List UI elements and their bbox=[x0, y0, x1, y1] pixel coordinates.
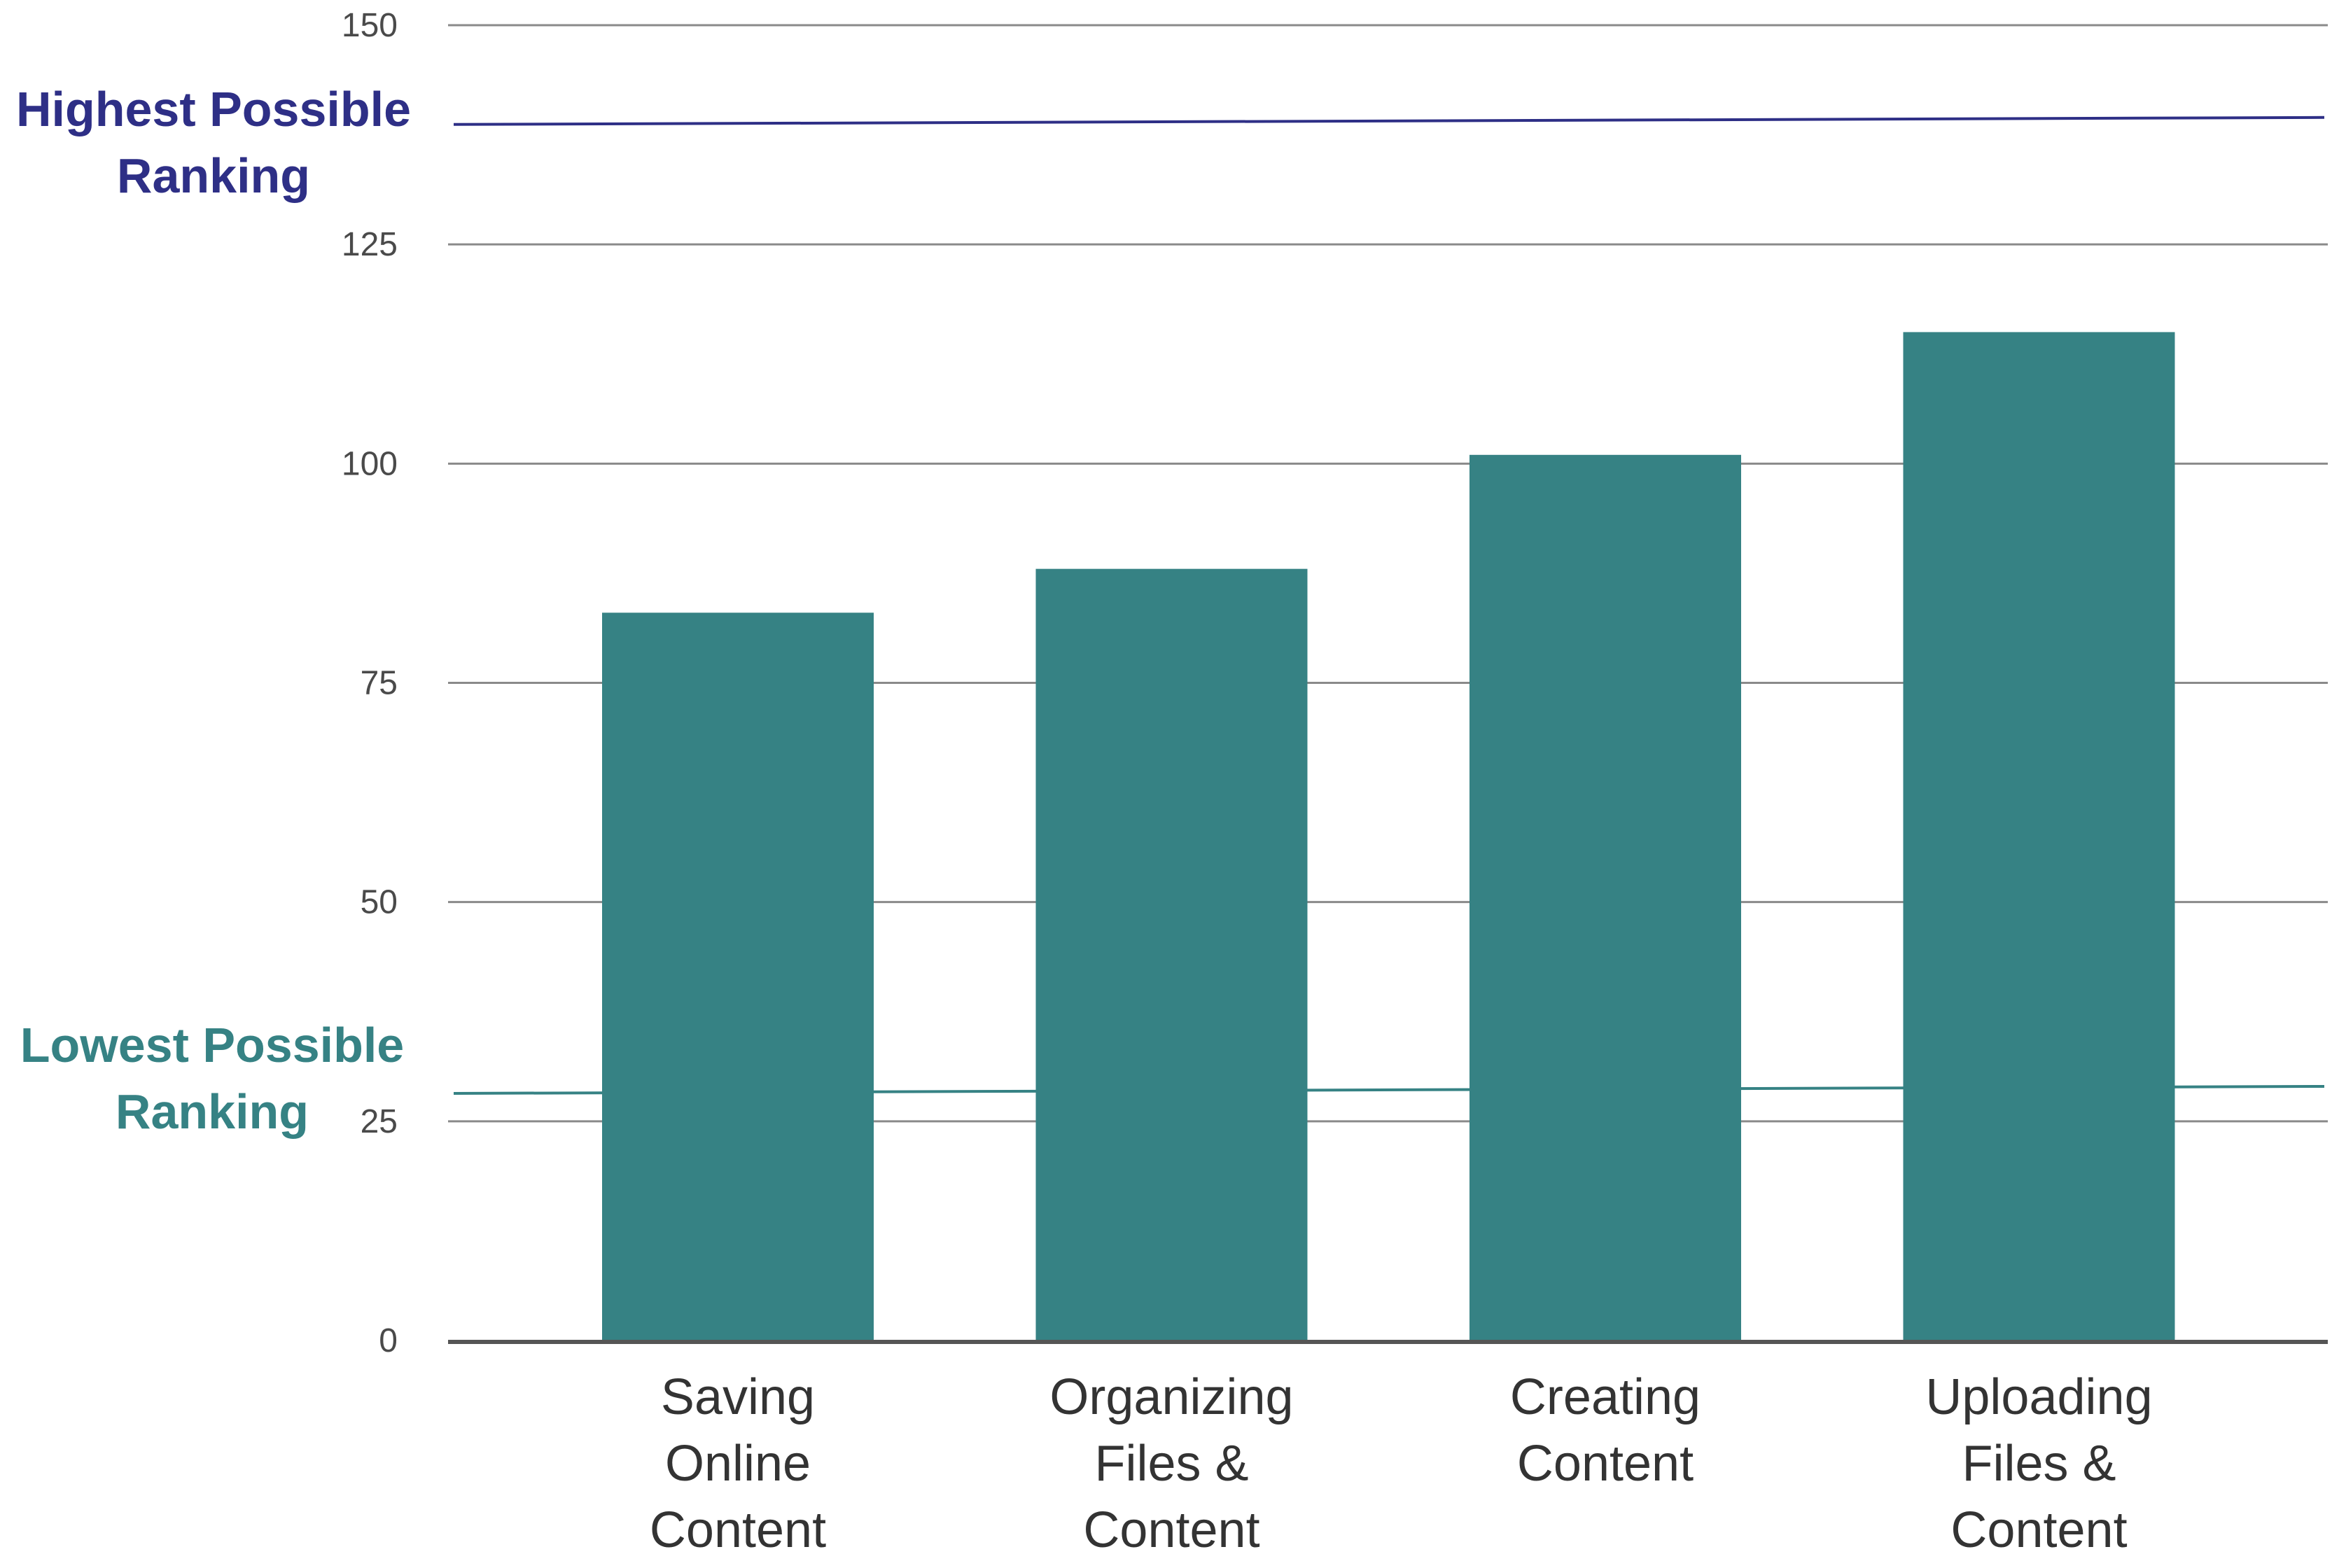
x-category-label-line: Creating bbox=[1510, 1369, 1701, 1425]
reference-lines bbox=[453, 115, 2325, 1095]
x-category-label: Creating Content bbox=[1510, 1369, 1701, 1492]
bar bbox=[602, 612, 874, 1341]
y-tick-label: 25 bbox=[361, 1103, 398, 1140]
y-tick-label: 150 bbox=[342, 7, 398, 44]
x-category-label-line: Uploading bbox=[1925, 1369, 2152, 1425]
x-category-label-line: Files & bbox=[1962, 1436, 2116, 1492]
bars bbox=[602, 332, 2175, 1341]
reference-line-label-line: Lowest Possible bbox=[20, 1018, 404, 1072]
reference-line-label-line: Ranking bbox=[117, 148, 310, 203]
x-category-label-line: Content bbox=[1517, 1436, 1694, 1492]
x-category-label-line: Files & bbox=[1094, 1436, 1248, 1492]
x-category-label: Organizing Files & Content bbox=[1049, 1369, 1293, 1558]
x-category-label-line: Content bbox=[650, 1502, 826, 1558]
reference-line-label: Highest Possible Ranking bbox=[16, 82, 411, 203]
reference-line-label: Lowest Possible Ranking bbox=[20, 1018, 404, 1139]
bar bbox=[1469, 454, 1741, 1340]
y-tick-label: 125 bbox=[342, 226, 398, 263]
x-category-label: Saving Online Content bbox=[650, 1369, 826, 1558]
x-category-label-line: Content bbox=[1950, 1502, 2127, 1558]
x-category-label-line: Content bbox=[1083, 1502, 1259, 1558]
reference-line-label-line: Highest Possible bbox=[16, 82, 411, 136]
y-tick-label: 0 bbox=[379, 1322, 398, 1359]
y-tick-label: 100 bbox=[342, 445, 398, 482]
x-category-label-line: Online bbox=[665, 1436, 811, 1492]
y-tick-label: 50 bbox=[361, 884, 398, 921]
x-category-label-line: Organizing bbox=[1049, 1369, 1293, 1425]
reference-line-label-line: Ranking bbox=[116, 1084, 309, 1139]
reference-line bbox=[453, 1084, 2325, 1095]
bar bbox=[1903, 332, 2175, 1340]
x-category-label-line: Saving bbox=[661, 1369, 815, 1425]
reference-line bbox=[453, 115, 2325, 126]
bar bbox=[1035, 568, 1308, 1340]
y-tick-label: 75 bbox=[361, 665, 398, 702]
x-category-label: Uploading Files & Content bbox=[1925, 1369, 2152, 1558]
